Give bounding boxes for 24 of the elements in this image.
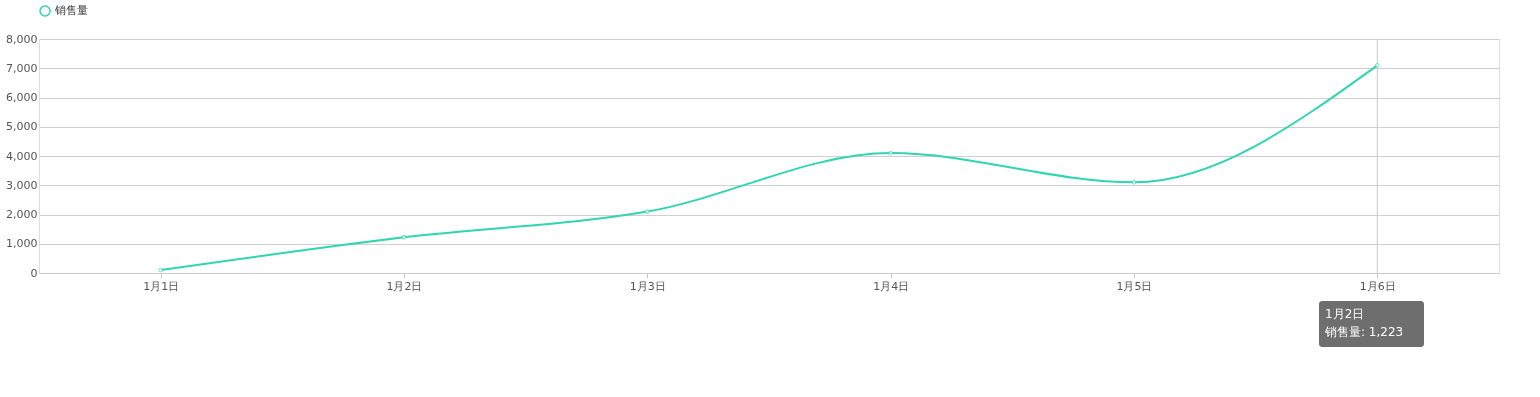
y-tick-label: 0 bbox=[30, 266, 38, 280]
point bbox=[158, 267, 164, 273]
point bbox=[1374, 62, 1380, 68]
x-tick-label: 1月6日 bbox=[1359, 279, 1396, 293]
x-tick-label: 1月1日 bbox=[143, 279, 180, 293]
point bbox=[1131, 179, 1137, 185]
y-tick-label: 8,000 bbox=[6, 32, 38, 46]
x-tick-label: 1月5日 bbox=[1116, 279, 1153, 293]
y-tick-label: 7,000 bbox=[6, 61, 38, 75]
y-tick-label: 3,000 bbox=[6, 178, 38, 192]
x-tick-label: 1月3日 bbox=[629, 279, 666, 293]
y-tick-label: 1,000 bbox=[6, 237, 38, 251]
text: 1月2日 bbox=[1325, 307, 1365, 321]
y-tick-label: 2,000 bbox=[6, 208, 38, 221]
x-tick-label: 1月2日 bbox=[386, 279, 423, 293]
y-tick-label: 5,000 bbox=[6, 120, 38, 134]
point bbox=[401, 234, 407, 240]
x-tick-label: 1月4日 bbox=[873, 279, 910, 293]
legend-label: 销售量 bbox=[54, 4, 88, 17]
y-tick-label: 4,000 bbox=[6, 149, 38, 163]
text: 销售量: 1,223 bbox=[1324, 325, 1404, 339]
point bbox=[644, 209, 650, 214]
y-tick-label: 6,000 bbox=[6, 91, 38, 104]
point bbox=[888, 150, 894, 156]
